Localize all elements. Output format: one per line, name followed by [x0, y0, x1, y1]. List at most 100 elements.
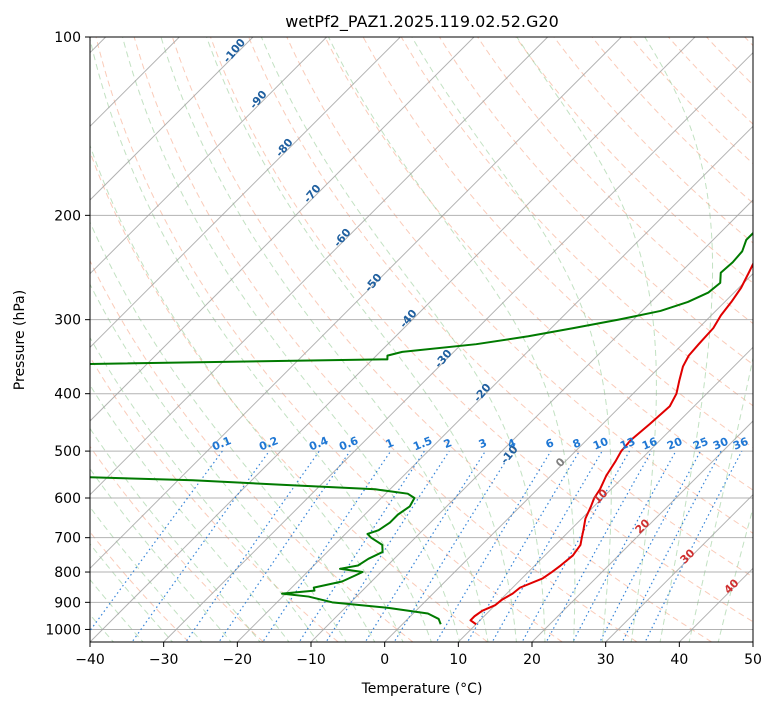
dry-adiabat-line — [90, 356, 339, 642]
y-tick-label: 800 — [54, 565, 81, 581]
wetbulb-label: -60 — [331, 226, 354, 250]
mixing-ratio-line — [466, 450, 580, 642]
moist-adiabat-line — [90, 143, 404, 642]
mixing-ratio-label: 1 — [384, 436, 396, 451]
moist-adiabat-line — [328, 37, 576, 642]
moist-adiabat-line — [90, 336, 319, 642]
x-tick-label: 20 — [523, 652, 541, 668]
dry-adiabat-line — [133, 37, 638, 642]
moist-adiabat-line — [160, 37, 489, 642]
dry-adiabat-line — [248, 37, 753, 578]
y-tick-label: 600 — [54, 491, 81, 507]
moist-adiabat-line — [90, 384, 290, 642]
dry-adiabat-line — [706, 37, 753, 86]
potential-temp-label: 40 — [722, 576, 742, 596]
chart-annotations: -10-20-30-40-50-60-70-80-90-1000.1 0.2 0.4… — [210, 36, 750, 597]
dry-adiabat-line — [90, 150, 488, 642]
mixing-ratio-label: 3 — [477, 436, 489, 451]
dry-adiabat-line — [744, 37, 753, 47]
dry-adiabat-line — [477, 37, 753, 325]
isotherm-line — [752, 641, 753, 642]
dry-adiabat-line — [95, 37, 563, 642]
moist-adiabat-line — [90, 220, 376, 642]
moist-adiabat-line — [411, 37, 612, 642]
mixing-ratio-line — [364, 450, 486, 642]
mixing-ratio-line — [393, 450, 513, 642]
dry-adiabat-line — [90, 531, 190, 642]
potential-temp-label: 10 — [591, 486, 611, 506]
plot-frame — [89, 36, 754, 643]
y-axis: 100 200 300 400 500 600 700 800 900 1000 — [45, 30, 90, 638]
y-tick-label: 900 — [54, 595, 81, 611]
isotherm-line — [605, 493, 753, 642]
mixing-ratio-label: 0.6 — [337, 434, 360, 453]
mixing-ratio-label: 0.4 — [307, 434, 330, 453]
chart-series — [90, 231, 753, 626]
y-tick-label: 200 — [54, 208, 81, 224]
isotherm-line — [90, 37, 622, 570]
moist-adiabat-line — [90, 468, 232, 642]
y-tick-label: 500 — [54, 444, 81, 460]
y-axis-label: Pressure (hPa) — [12, 290, 28, 390]
mixing-ratio-line — [298, 450, 425, 642]
dry-adiabat-line — [553, 37, 753, 244]
chart-title: wetPf2_PAZ1.2025.119.02.52.G20 — [285, 12, 559, 32]
wetbulb-label: -90 — [247, 88, 270, 112]
wetbulb-label: -70 — [301, 182, 324, 206]
y-tick-label: 100 — [54, 30, 81, 46]
mixing-ratio-label: 10 — [591, 435, 610, 453]
x-tick-label: 10 — [449, 652, 467, 668]
isotherm-line — [90, 37, 328, 275]
potential-temp-label: 30 — [678, 546, 698, 566]
y-tick-label: 300 — [54, 313, 81, 329]
mixing-ratio-line — [325, 450, 450, 642]
isotherm-line — [163, 51, 753, 642]
mixing-ratio-line — [621, 450, 722, 642]
x-tick-label: −30 — [149, 652, 179, 668]
mixing-ratio-label: 36 — [731, 435, 750, 453]
moist-adiabat-line — [516, 37, 657, 642]
dry-adiabat-line — [629, 37, 753, 165]
x-tick-label: −10 — [296, 652, 326, 668]
wetbulb-label: -100 — [220, 36, 248, 66]
x-axis: −40 −30 −20 −10 0 10 20 30 40 50 — [75, 642, 762, 668]
isotherm-line — [90, 37, 254, 201]
temperature-profile-line — [469, 261, 753, 626]
y-tick-label: 1000 — [45, 622, 81, 638]
x-tick-label: 30 — [597, 652, 615, 668]
wetbulb-label: -20 — [471, 381, 494, 405]
dry-adiabat-line — [515, 37, 753, 284]
dry-adiabat-line — [400, 37, 753, 407]
isotherm-line — [90, 37, 401, 349]
x-tick-label: −40 — [75, 652, 105, 668]
isotherm-line — [384, 272, 753, 642]
isotherm-line — [310, 199, 753, 642]
moist-adiabat-line — [90, 427, 261, 642]
dry-adiabat-line — [210, 37, 753, 623]
isotherm-line — [531, 420, 753, 642]
mixing-ratio-line — [262, 450, 392, 642]
dry-adiabat-line — [90, 259, 414, 642]
isotherm-line — [90, 37, 475, 422]
mixing-ratio-label: 30 — [711, 435, 730, 453]
wetbulb-label: -40 — [397, 307, 420, 331]
wetbulb-label: -50 — [362, 271, 385, 295]
moist-adiabat-line — [90, 283, 347, 642]
mixing-ratio-line — [572, 450, 677, 642]
mixing-ratio-label: 8 — [571, 436, 583, 451]
mixing-ratio-label: 1.5 — [411, 434, 434, 453]
x-tick-label: 50 — [744, 652, 762, 668]
dry-adiabat-line — [324, 37, 753, 491]
mixing-ratio-line — [218, 450, 351, 642]
mixing-ratio-label: 0.1 — [210, 434, 233, 453]
y-tick-label: 400 — [54, 387, 81, 403]
y-tick-label: 700 — [54, 531, 81, 547]
dry-adiabat-line — [591, 37, 753, 204]
isotherm-line — [457, 346, 753, 642]
moist-adiabat-line — [717, 506, 753, 642]
mixing-ratio-line — [435, 450, 552, 642]
mixing-ratio-line — [644, 450, 743, 642]
mixing-ratio-line — [491, 450, 603, 642]
isotherm-line — [90, 37, 549, 496]
